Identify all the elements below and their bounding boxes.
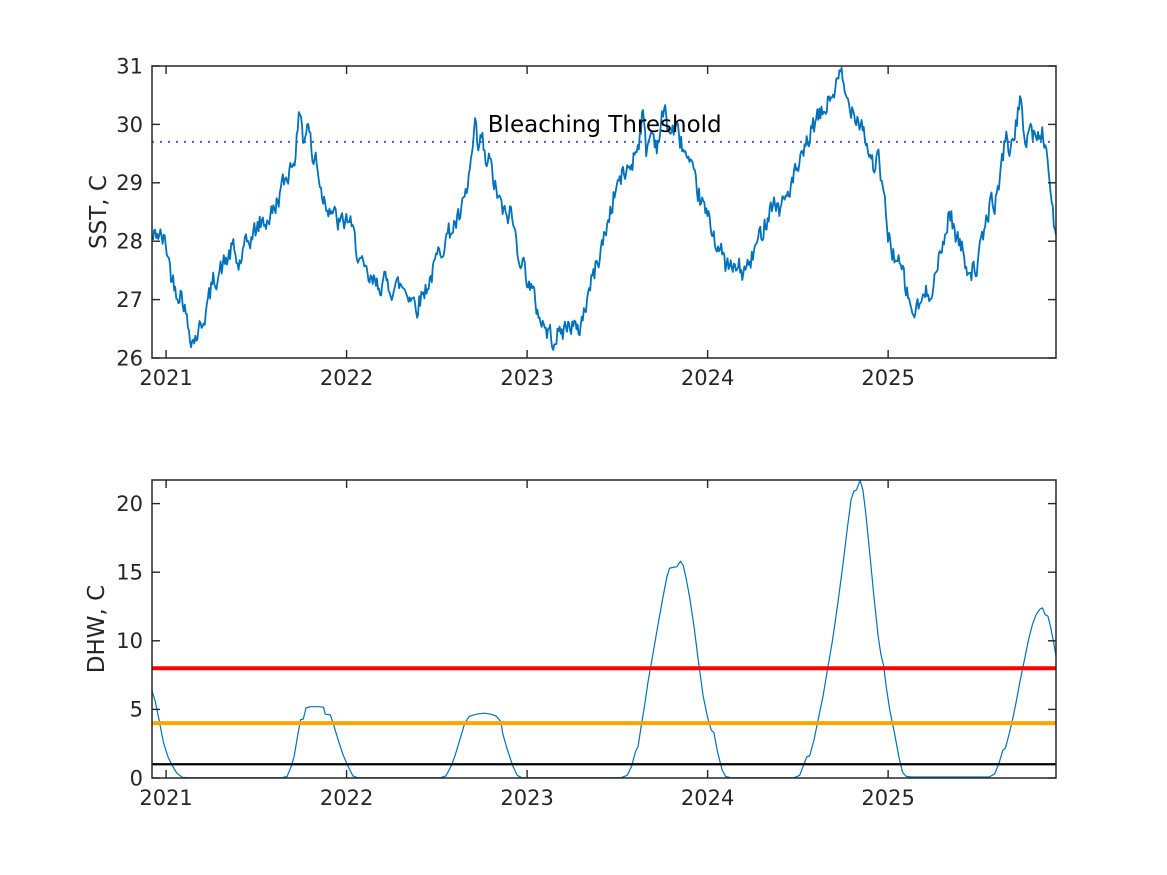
y-tick-label: 27 (116, 288, 143, 312)
axes-box (151, 479, 1057, 779)
y-tick-label: 5 (130, 698, 143, 722)
x-tick-label: 2021 (139, 786, 192, 810)
y-tick-label: 29 (116, 171, 143, 195)
x-tick-label: 2022 (320, 366, 373, 390)
x-tick-label: 2025 (861, 366, 914, 390)
y-tick-label: 0 (130, 766, 143, 790)
x-tick-label: 2022 (320, 786, 373, 810)
y-tick-label: 10 (116, 629, 143, 653)
y-tick-label: 26 (116, 346, 143, 370)
y-tick-label: 30 (116, 113, 143, 137)
y-tick-label: 31 (116, 54, 143, 78)
x-tick-label: 2023 (500, 366, 553, 390)
dhw-axis-label: DHW, C (84, 584, 110, 674)
axes-box (151, 65, 1057, 359)
sst-axis-label: SST, C (86, 175, 112, 249)
y-tick-label: 20 (116, 492, 143, 516)
x-tick-label: 2024 (681, 786, 734, 810)
bleaching-threshold-label: Bleaching Threshold (487, 111, 722, 138)
y-tick-label: 28 (116, 230, 143, 254)
sst-daily-line (151, 66, 1057, 351)
y-tick-label: 15 (116, 561, 143, 585)
dhw-line (151, 479, 1057, 779)
x-tick-label: 2024 (681, 366, 734, 390)
x-tick-label: 2023 (500, 786, 553, 810)
x-tick-label: 2025 (861, 786, 914, 810)
x-tick-label: 2021 (139, 366, 192, 390)
